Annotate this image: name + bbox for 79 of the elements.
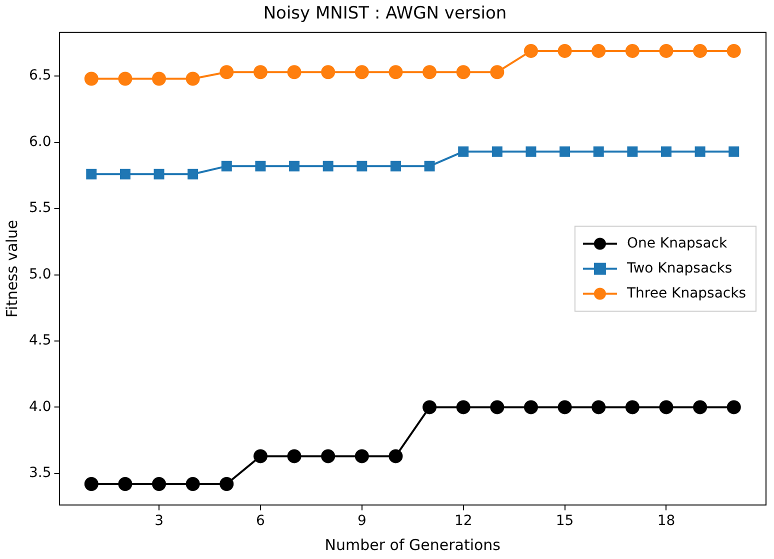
- point: [255, 160, 266, 172]
- point: [728, 146, 740, 157]
- point: [524, 400, 538, 414]
- x-tick-label: 12: [454, 513, 472, 530]
- point: [726, 400, 741, 414]
- point: [321, 449, 336, 464]
- point: [560, 146, 570, 157]
- y-tick-label: 5.5: [29, 200, 52, 216]
- point: [220, 477, 234, 492]
- chart-title: Noisy MNIST : AWGN version: [263, 4, 507, 24]
- point: [321, 65, 336, 80]
- point: [490, 400, 504, 414]
- point: [625, 44, 640, 58]
- point: [490, 65, 504, 80]
- point: [388, 449, 403, 464]
- point: [693, 44, 708, 58]
- point: [84, 72, 98, 86]
- x-axis-title: Number of Generations: [324, 536, 501, 554]
- point: [625, 400, 640, 414]
- y-axis-title: Fitness value: [2, 220, 21, 318]
- point: [186, 477, 200, 492]
- point: [253, 449, 268, 464]
- point: [356, 160, 368, 172]
- point: [354, 449, 369, 464]
- point: [84, 477, 98, 492]
- point: [118, 72, 132, 86]
- legend-label: Three Knapsacks: [626, 285, 746, 302]
- point: [390, 160, 401, 172]
- point: [726, 44, 741, 58]
- point: [593, 146, 604, 157]
- point: [152, 477, 166, 492]
- legend-label: Two Knapsacks: [626, 260, 732, 276]
- point: [661, 146, 672, 157]
- point: [456, 400, 470, 414]
- point: [456, 65, 470, 80]
- point: [154, 168, 164, 180]
- x-tick-label: 9: [357, 513, 366, 530]
- point: [458, 146, 469, 157]
- point: [627, 146, 638, 157]
- point: [659, 44, 674, 58]
- point: [322, 160, 334, 172]
- point: [558, 44, 572, 58]
- point: [592, 400, 606, 414]
- point: [287, 65, 302, 80]
- point: [659, 400, 674, 414]
- point: [152, 72, 166, 86]
- point: [354, 65, 369, 80]
- y-tick-label: 3.5: [29, 465, 52, 482]
- point: [558, 400, 572, 414]
- point: [221, 160, 232, 172]
- point: [86, 168, 97, 180]
- y-tick-label: 6.5: [29, 68, 52, 84]
- point: [422, 65, 437, 80]
- x-tick-label: 6: [256, 513, 266, 530]
- point: [188, 168, 198, 180]
- point: [120, 168, 130, 180]
- point: [186, 72, 200, 86]
- point: [287, 449, 302, 464]
- point: [524, 44, 538, 58]
- point: [388, 65, 403, 80]
- point: [693, 400, 708, 414]
- x-tick-label: 3: [154, 513, 164, 530]
- point: [526, 146, 536, 157]
- x-tick-label: 15: [556, 513, 574, 530]
- legend-label: One Knapsack: [626, 235, 728, 252]
- y-tick-label: 4.5: [29, 332, 52, 349]
- point: [424, 160, 435, 172]
- point: [253, 65, 268, 80]
- point: [289, 160, 300, 172]
- point: [694, 146, 706, 157]
- point: [118, 477, 132, 492]
- y-tick-label: 4.0: [29, 398, 52, 415]
- y-tick-label: 6.0: [29, 134, 52, 150]
- point: [592, 44, 606, 58]
- point: [220, 65, 234, 80]
- y-tick-label: 5.0: [29, 266, 52, 282]
- x-tick-label: 18: [657, 513, 676, 530]
- point: [492, 146, 502, 157]
- point: [422, 400, 437, 414]
